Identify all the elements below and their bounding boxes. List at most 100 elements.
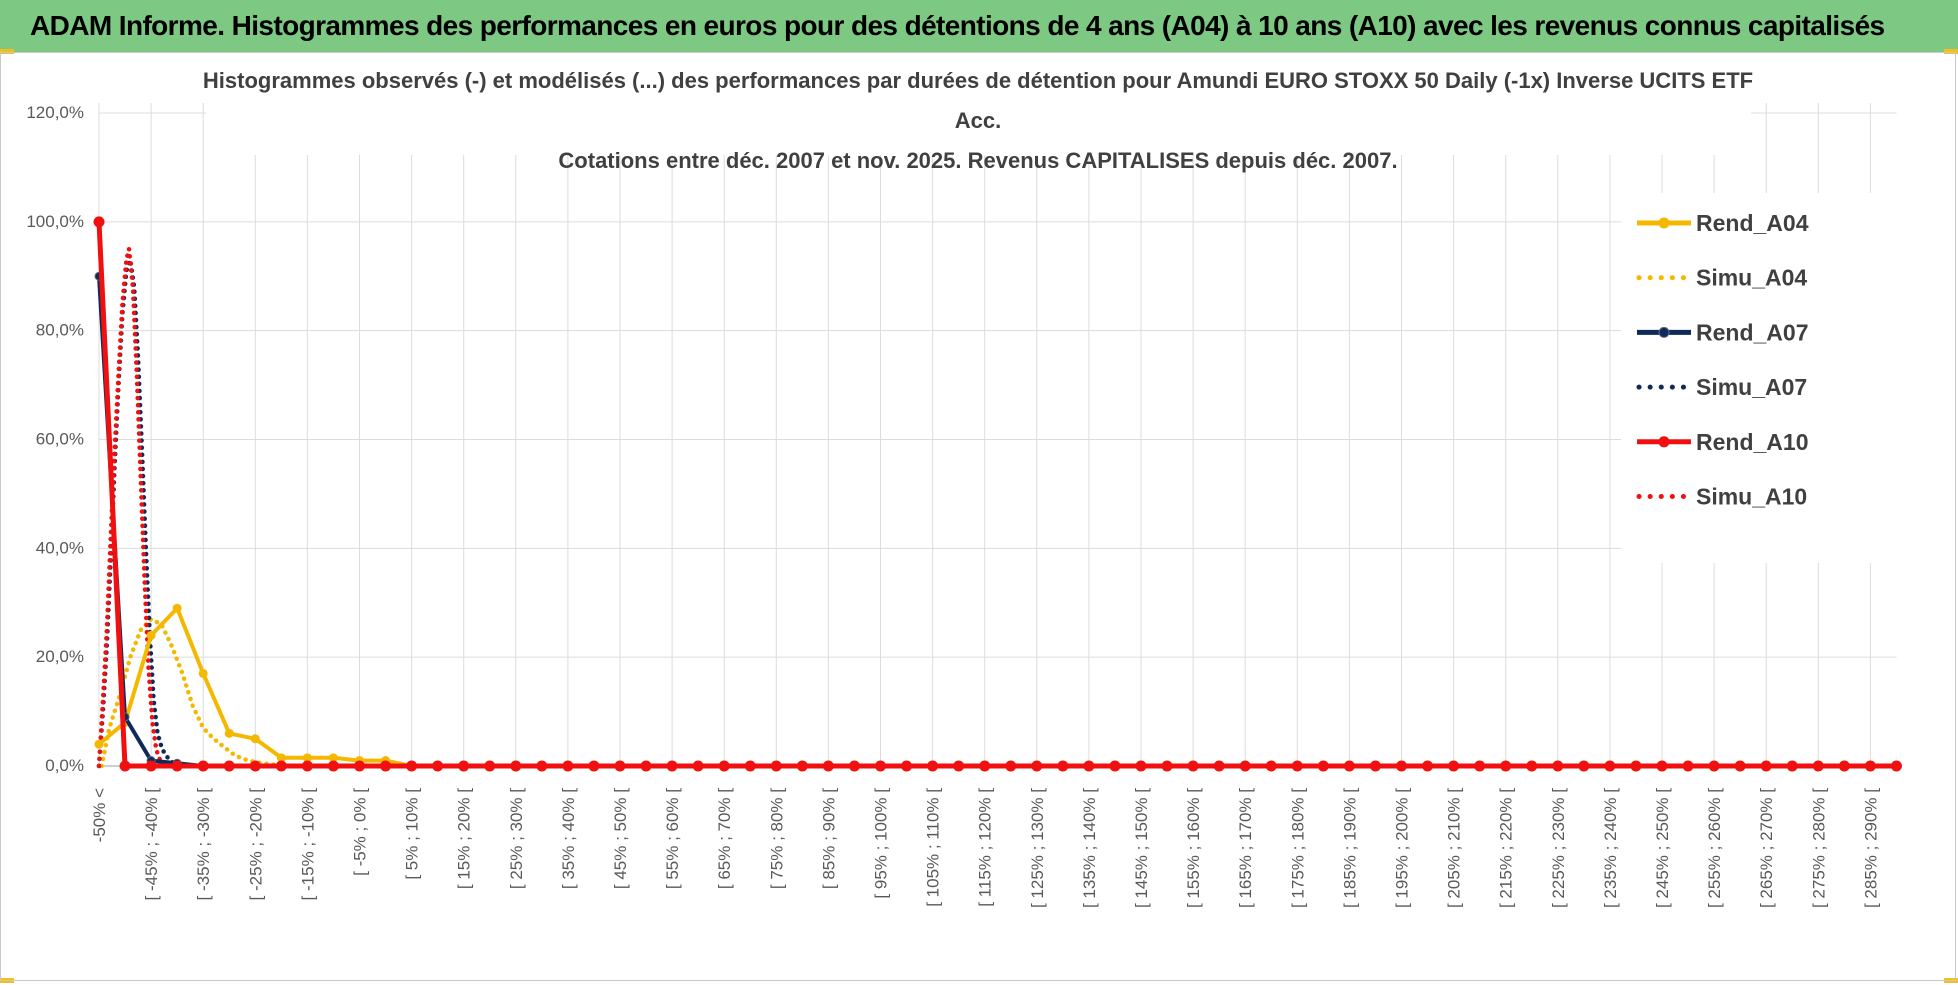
data-point-rend-a10	[224, 761, 234, 771]
data-point-rend-a04	[225, 729, 233, 737]
data-point-rend-a10	[589, 761, 599, 771]
legend-marker-rend-a07	[1659, 327, 1669, 337]
legend: Rend_A04Simu_A04Rend_A07Simu_A07Rend_A10…	[1621, 193, 1901, 563]
data-point-rend-a10	[1397, 761, 1407, 771]
legend-label-rend-a04: Rend_A04	[1696, 210, 1809, 236]
chart-title-line: Histogrammes observés (-) et modélisés (…	[203, 68, 1753, 93]
data-point-rend-a10	[1423, 761, 1433, 771]
data-point-rend-a10	[511, 761, 521, 771]
x-tick-label: [ -35% ; -30% [	[194, 788, 213, 901]
y-tick-label: 20,0%	[36, 647, 84, 666]
legend-label-rend-a10: Rend_A10	[1696, 429, 1808, 455]
x-tick-label: [ 65% ; 70% [	[715, 788, 734, 889]
data-point-rend-a10	[146, 761, 156, 771]
x-tick-label: [ 175% ; 180% [	[1288, 788, 1307, 908]
data-point-rend-a10	[1136, 761, 1146, 771]
data-point-rend-a10	[693, 761, 703, 771]
data-point-rend-a10	[1058, 761, 1068, 771]
chart-title-line: Cotations entre déc. 2007 et nov. 2025. …	[558, 148, 1397, 173]
x-tick-label: [ 105% ; 110% [	[924, 788, 943, 907]
x-tick-label: [ 155% ; 160% [	[1184, 788, 1203, 908]
data-point-rend-a10	[407, 761, 417, 771]
data-point-rend-a10	[849, 761, 859, 771]
data-point-rend-a04	[95, 740, 103, 748]
data-point-rend-a10	[1605, 761, 1615, 771]
legend-label-simu-a07: Simu_A07	[1696, 374, 1807, 400]
axis-layer: 0,0%20,0%40,0%60,0%80,0%100,0%120,0%-50%…	[26, 103, 1896, 908]
x-tick-label: [ 45% ; 50% [	[611, 788, 630, 889]
data-point-rend-a10	[667, 761, 677, 771]
data-point-rend-a10	[1839, 761, 1849, 771]
data-point-rend-a10	[745, 761, 755, 771]
data-point-rend-a10	[1813, 761, 1823, 771]
x-tick-label: [ 215% ; 220% [	[1497, 788, 1516, 908]
x-tick-label: [ 185% ; 190% [	[1340, 788, 1359, 908]
x-tick-label: [ 195% ; 200% [	[1393, 788, 1412, 908]
x-tick-label: [ -5% ; 0% [	[351, 788, 370, 876]
x-tick-label: [ 95% ; 100% [	[872, 788, 891, 899]
legend-marker-rend-a04	[1659, 218, 1669, 228]
x-tick-label: [ 125% ; 130% [	[1028, 788, 1047, 908]
x-tick-label: [ -25% ; -20% [	[246, 788, 265, 901]
chart-title-block: Histogrammes observés (-) et modélisés (…	[203, 59, 1753, 173]
x-tick-label: [ 115% ; 120% [	[976, 788, 995, 907]
data-point-rend-a10	[954, 761, 964, 771]
x-tick-label: [ -15% ; -10% [	[298, 788, 317, 901]
data-point-rend-a10	[902, 761, 912, 771]
data-point-rend-a10	[980, 761, 990, 771]
data-point-rend-a10	[1162, 761, 1172, 771]
data-point-rend-a10	[1084, 761, 1094, 771]
x-tick-label: [ 205% ; 210% [	[1445, 788, 1464, 908]
x-tick-label: [ 165% ; 170% [	[1236, 788, 1255, 908]
data-point-rend-a10	[1527, 761, 1537, 771]
series-rend-a04	[99, 608, 1897, 766]
data-point-rend-a10	[355, 761, 365, 771]
x-tick-label: [ 265% ; 270% [	[1757, 788, 1776, 908]
chart-frame: 0,0%20,0%40,0%60,0%80,0%100,0%120,0%-50%…	[0, 52, 1956, 981]
data-point-rend-a10	[1735, 761, 1745, 771]
data-point-rend-a04	[251, 735, 259, 743]
data-point-rend-a10	[615, 761, 625, 771]
x-tick-label: [ 15% ; 20% [	[455, 788, 474, 889]
data-point-rend-a10	[719, 761, 729, 771]
data-point-rend-a10	[1579, 761, 1589, 771]
data-point-rend-a10	[1240, 761, 1250, 771]
data-point-rend-a10	[1553, 761, 1563, 771]
data-point-rend-a10	[328, 761, 338, 771]
data-point-rend-a10	[120, 761, 130, 771]
data-point-rend-a10	[250, 761, 260, 771]
data-point-rend-a10	[381, 761, 391, 771]
data-point-rend-a10	[1344, 761, 1354, 771]
x-tick-label: [ 135% ; 140% [	[1080, 788, 1099, 908]
data-point-rend-a10	[1709, 761, 1719, 771]
data-point-rend-a10	[1006, 761, 1016, 771]
data-point-rend-a10	[1631, 761, 1641, 771]
data-point-rend-a10	[1657, 761, 1667, 771]
data-point-rend-a10	[1032, 761, 1042, 771]
banner-title: ADAM Informe. Histogrammes des performan…	[30, 0, 1885, 52]
data-point-rend-a04	[147, 631, 155, 639]
data-point-rend-a10	[1214, 761, 1224, 771]
x-tick-label: [ 35% ; 40% [	[559, 788, 578, 889]
data-point-rend-a10	[876, 761, 886, 771]
title-banner: ADAM Informe. Histogrammes des performan…	[0, 0, 1958, 53]
data-point-rend-a10	[1475, 761, 1485, 771]
data-point-rend-a10	[1683, 761, 1693, 771]
chart-title-line: Acc.	[955, 108, 1001, 133]
x-tick-label: [ 245% ; 250% [	[1653, 788, 1672, 908]
x-tick-label: [ 285% ; 290% [	[1861, 788, 1880, 908]
legend-label-rend-a07: Rend_A07	[1696, 319, 1808, 345]
data-point-rend-a10	[928, 761, 938, 771]
x-tick-label: -50% <	[90, 788, 109, 842]
data-point-rend-a10	[771, 761, 781, 771]
data-point-rend-a10	[1761, 761, 1771, 771]
data-point-rend-a10	[302, 761, 312, 771]
legend-label-simu-a10: Simu_A10	[1696, 484, 1807, 510]
data-point-rend-a10	[1501, 761, 1511, 771]
y-tick-label: 80,0%	[36, 321, 84, 340]
x-tick-label: [ 275% ; 280% [	[1809, 788, 1828, 908]
x-tick-label: [ 235% ; 240% [	[1601, 788, 1620, 908]
data-point-rend-a10	[1370, 761, 1380, 771]
data-point-rend-a10	[1865, 761, 1875, 771]
data-point-rend-a10	[1110, 761, 1120, 771]
